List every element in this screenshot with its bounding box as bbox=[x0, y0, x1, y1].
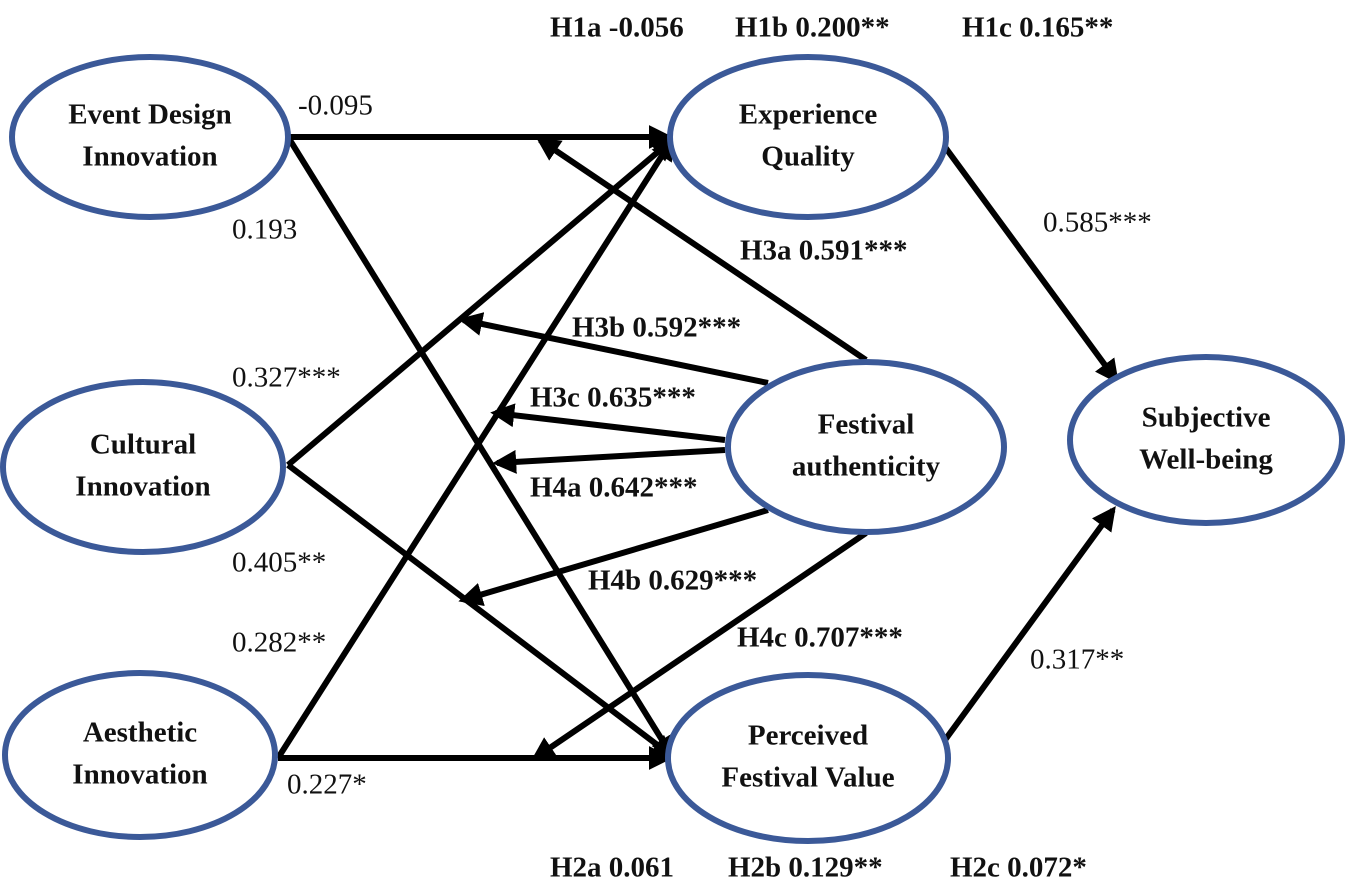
hypothesis-label: H4c 0.707*** bbox=[737, 622, 903, 654]
hypothesis-label: H1b 0.200** bbox=[735, 12, 890, 44]
hypothesis-label: H2b 0.129** bbox=[728, 852, 883, 884]
node-label: Innovation bbox=[82, 141, 217, 173]
hypothesis-label: H1c 0.165** bbox=[962, 12, 1113, 44]
path-label: 0.193 bbox=[232, 214, 297, 246]
arrows bbox=[275, 125, 1119, 770]
arrow bbox=[490, 403, 726, 443]
node-label: Innovation bbox=[72, 759, 207, 791]
node-label: Perceived bbox=[748, 720, 868, 752]
node bbox=[667, 54, 949, 220]
arrow bbox=[275, 135, 675, 760]
node bbox=[9, 54, 291, 220]
hypothesis-label: H4b 0.629*** bbox=[588, 565, 757, 597]
path-label: 0.405** bbox=[232, 547, 326, 579]
node-label: authenticity bbox=[792, 451, 941, 483]
node bbox=[1067, 354, 1345, 526]
hypothesis-label: H1a -0.056 bbox=[550, 12, 684, 44]
hypothesis-label: H3a 0.591*** bbox=[740, 235, 908, 267]
arrow bbox=[286, 462, 676, 759]
node-label: Innovation bbox=[75, 471, 210, 503]
arrow bbox=[492, 447, 726, 474]
arrow bbox=[458, 312, 769, 386]
path-label: 0.317** bbox=[1030, 644, 1124, 676]
arrow bbox=[458, 507, 769, 607]
path-label: 0.327*** bbox=[232, 362, 341, 394]
node-label: Quality bbox=[761, 141, 855, 173]
arrow bbox=[536, 137, 868, 363]
node-label: Event Design bbox=[68, 99, 232, 131]
node bbox=[2, 670, 278, 840]
node bbox=[0, 379, 286, 555]
node-label: Cultural bbox=[90, 429, 196, 461]
path-label: 0.282** bbox=[232, 627, 326, 659]
path-label: -0.095 bbox=[298, 90, 373, 122]
hypothesis-label: H2c 0.072* bbox=[950, 852, 1087, 884]
node-label: Experience bbox=[739, 99, 878, 131]
arrow bbox=[942, 506, 1116, 742]
arrow bbox=[286, 136, 676, 468]
arrow bbox=[942, 145, 1119, 384]
hypothesis-label: H3c 0.635*** bbox=[530, 382, 696, 414]
node-label: Well-being bbox=[1139, 444, 1273, 476]
node-label: Subjective bbox=[1142, 402, 1271, 434]
hypothesis-label: H4a 0.642*** bbox=[530, 472, 698, 504]
node bbox=[665, 672, 951, 844]
node-label: Aesthetic bbox=[83, 717, 197, 749]
node bbox=[725, 359, 1007, 535]
node-label: Festival bbox=[818, 409, 915, 441]
node-label: Festival Value bbox=[721, 762, 894, 794]
hypothesis-label: H3b 0.592*** bbox=[572, 312, 741, 344]
hypothesis-label: H2a 0.061 bbox=[550, 852, 674, 884]
path-label: 0.227* bbox=[287, 769, 367, 801]
path-label: 0.585*** bbox=[1043, 207, 1152, 239]
arrow bbox=[531, 530, 868, 761]
